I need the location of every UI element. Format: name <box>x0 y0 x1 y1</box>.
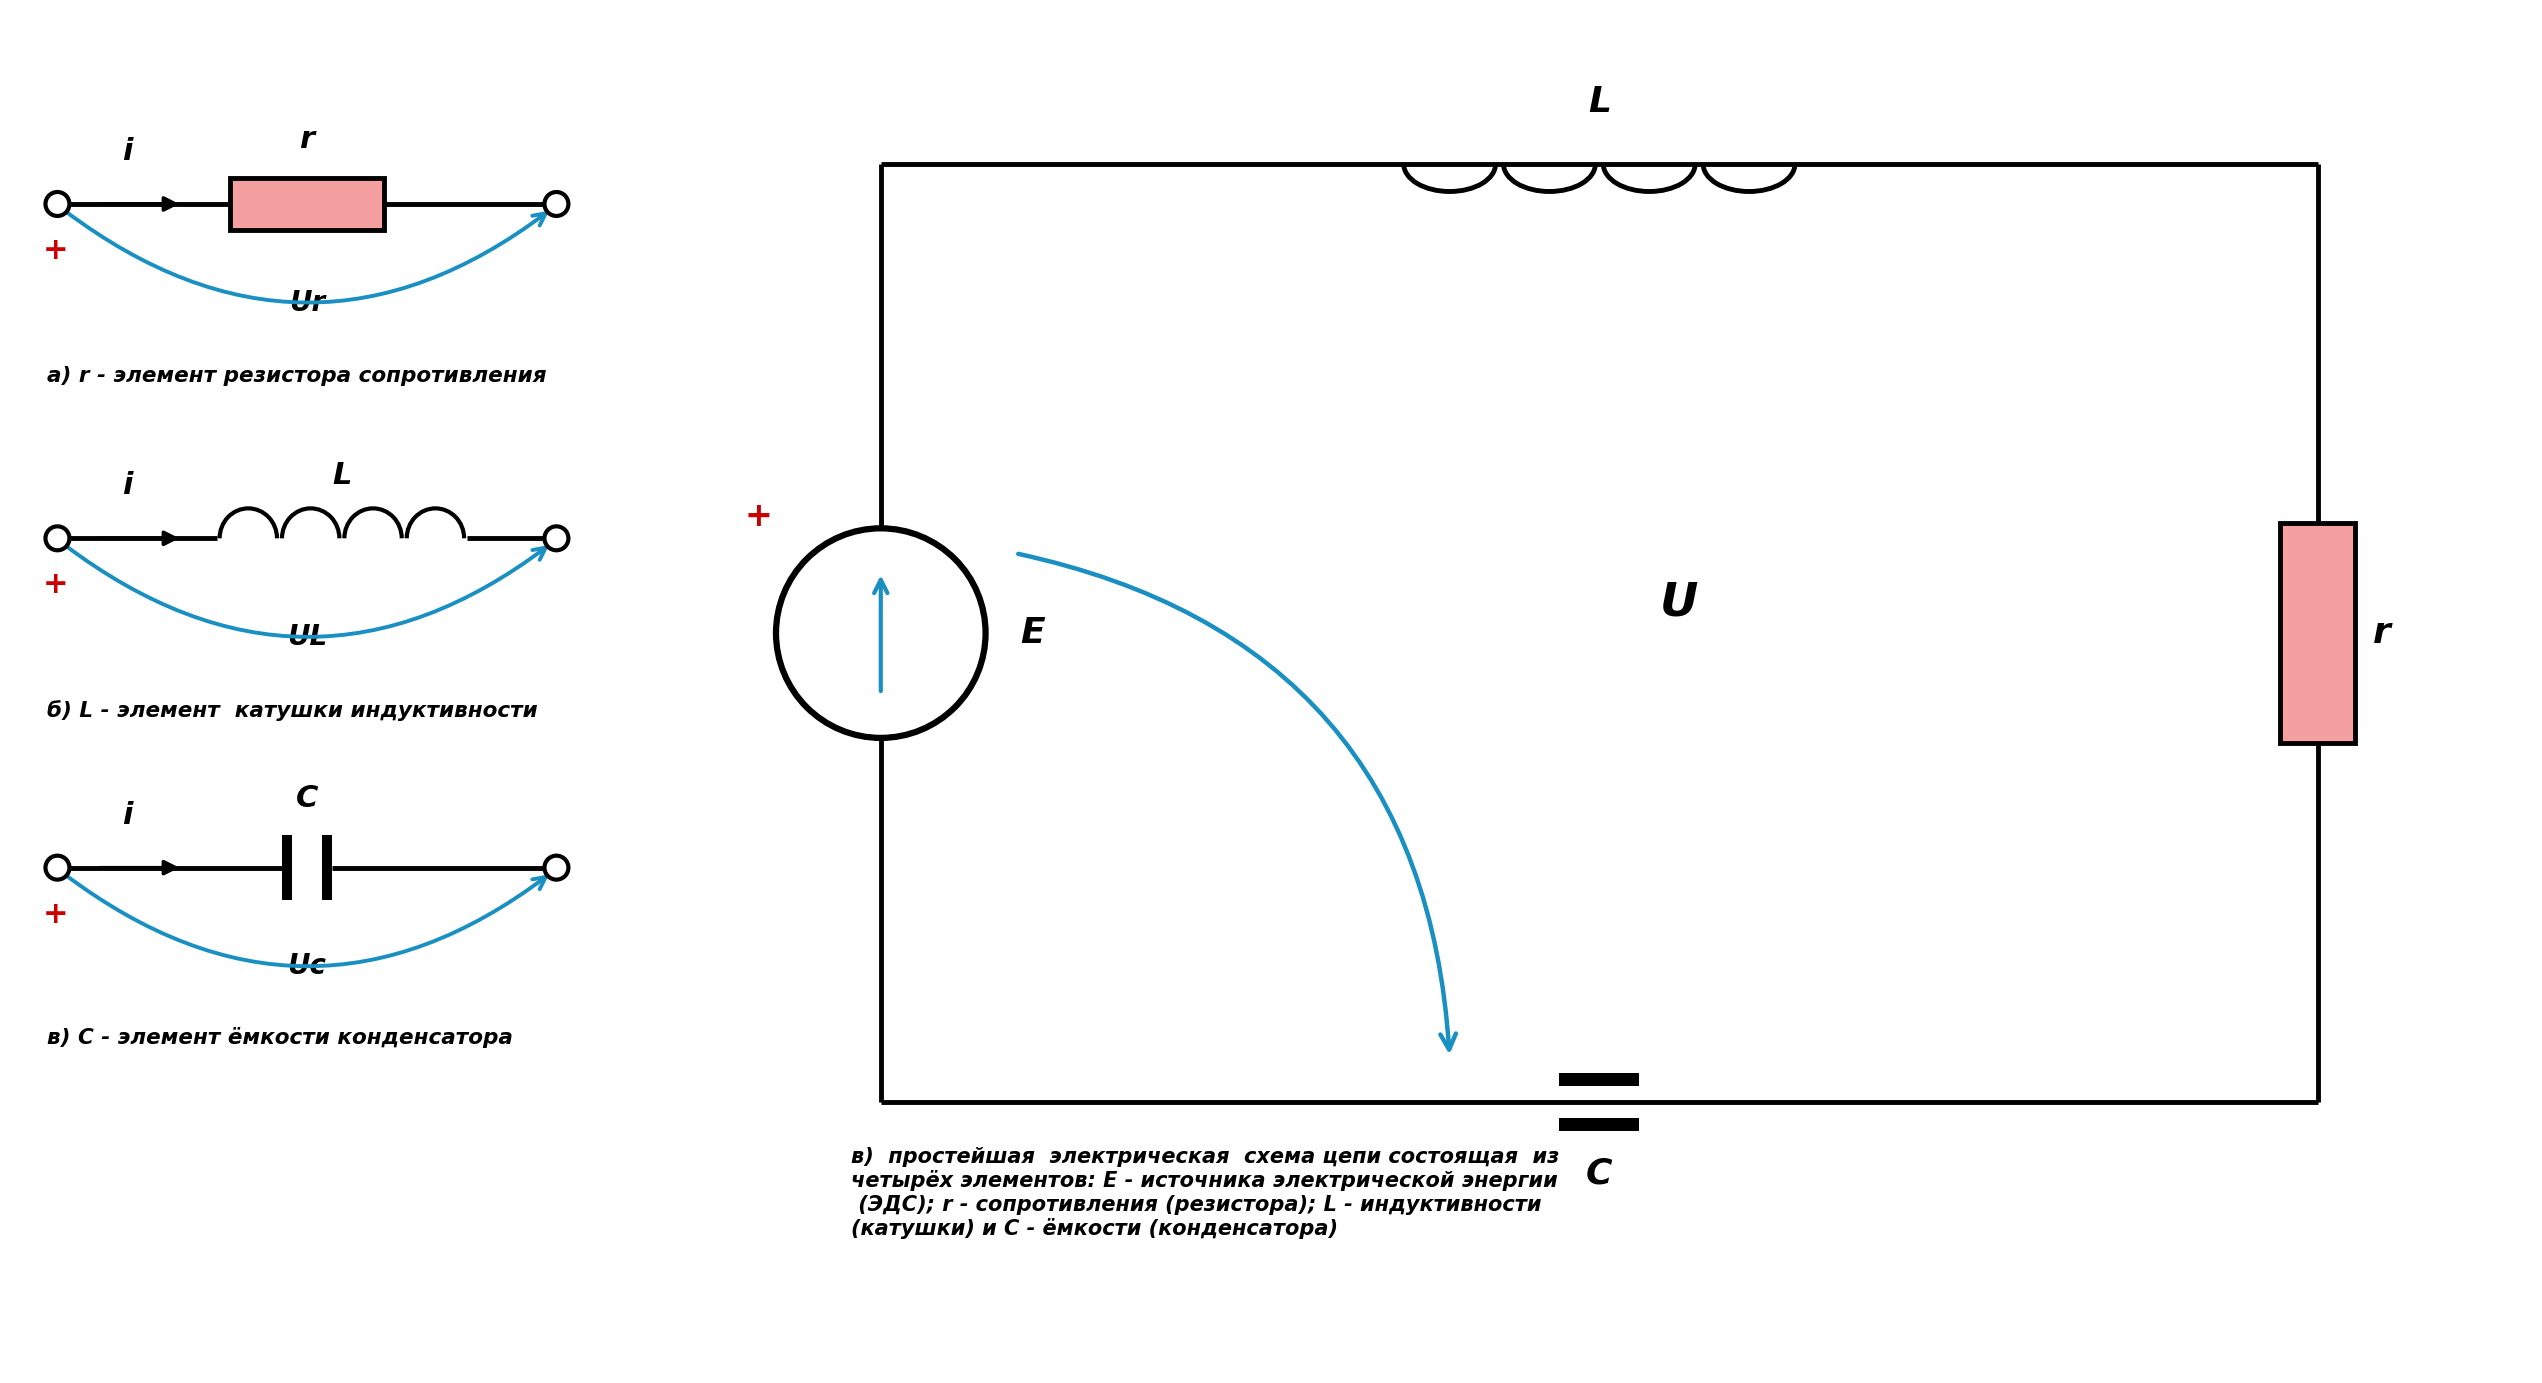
Bar <box>229 178 384 230</box>
Circle shape <box>46 856 69 880</box>
Text: а) r - элемент резистора сопротивления: а) r - элемент резистора сопротивления <box>48 365 547 386</box>
Text: r: r <box>2372 615 2389 650</box>
Circle shape <box>544 527 569 550</box>
Text: i: i <box>122 472 132 501</box>
Text: C: C <box>1586 1156 1612 1189</box>
Circle shape <box>46 192 69 216</box>
Text: UL: UL <box>287 624 328 651</box>
Circle shape <box>775 528 986 739</box>
Circle shape <box>544 856 569 880</box>
Text: +: + <box>43 899 69 928</box>
Bar <box>2280 523 2356 743</box>
Text: U: U <box>1660 581 1698 625</box>
Circle shape <box>544 192 569 216</box>
Text: i: i <box>122 801 132 830</box>
Text: r: r <box>300 124 315 154</box>
Text: L: L <box>333 462 351 491</box>
Text: в)  простейшая  электрическая  схема цепи состоящая  из
четырёх элементов: E - и: в) простейшая электрическая схема цепи с… <box>852 1147 1558 1239</box>
Bar <box>323 835 333 900</box>
Circle shape <box>46 527 69 550</box>
Text: i: i <box>122 137 132 166</box>
Text: Ur: Ur <box>290 289 325 317</box>
Text: E: E <box>1019 615 1045 650</box>
Text: +: + <box>43 236 69 266</box>
Text: C: C <box>295 784 318 813</box>
Bar <box>282 835 292 900</box>
Text: б) L - элемент  катушки индуктивности: б) L - элемент катушки индуктивности <box>48 700 539 721</box>
Text: L: L <box>1589 86 1612 119</box>
Bar <box>1558 1117 1640 1131</box>
Text: +: + <box>745 501 773 534</box>
Text: Uc: Uc <box>287 953 325 981</box>
Text: в) C - элемент ёмкости конденсатора: в) C - элемент ёмкости конденсатора <box>48 1028 513 1048</box>
Bar <box>1558 1073 1640 1086</box>
Text: +: + <box>43 570 69 599</box>
